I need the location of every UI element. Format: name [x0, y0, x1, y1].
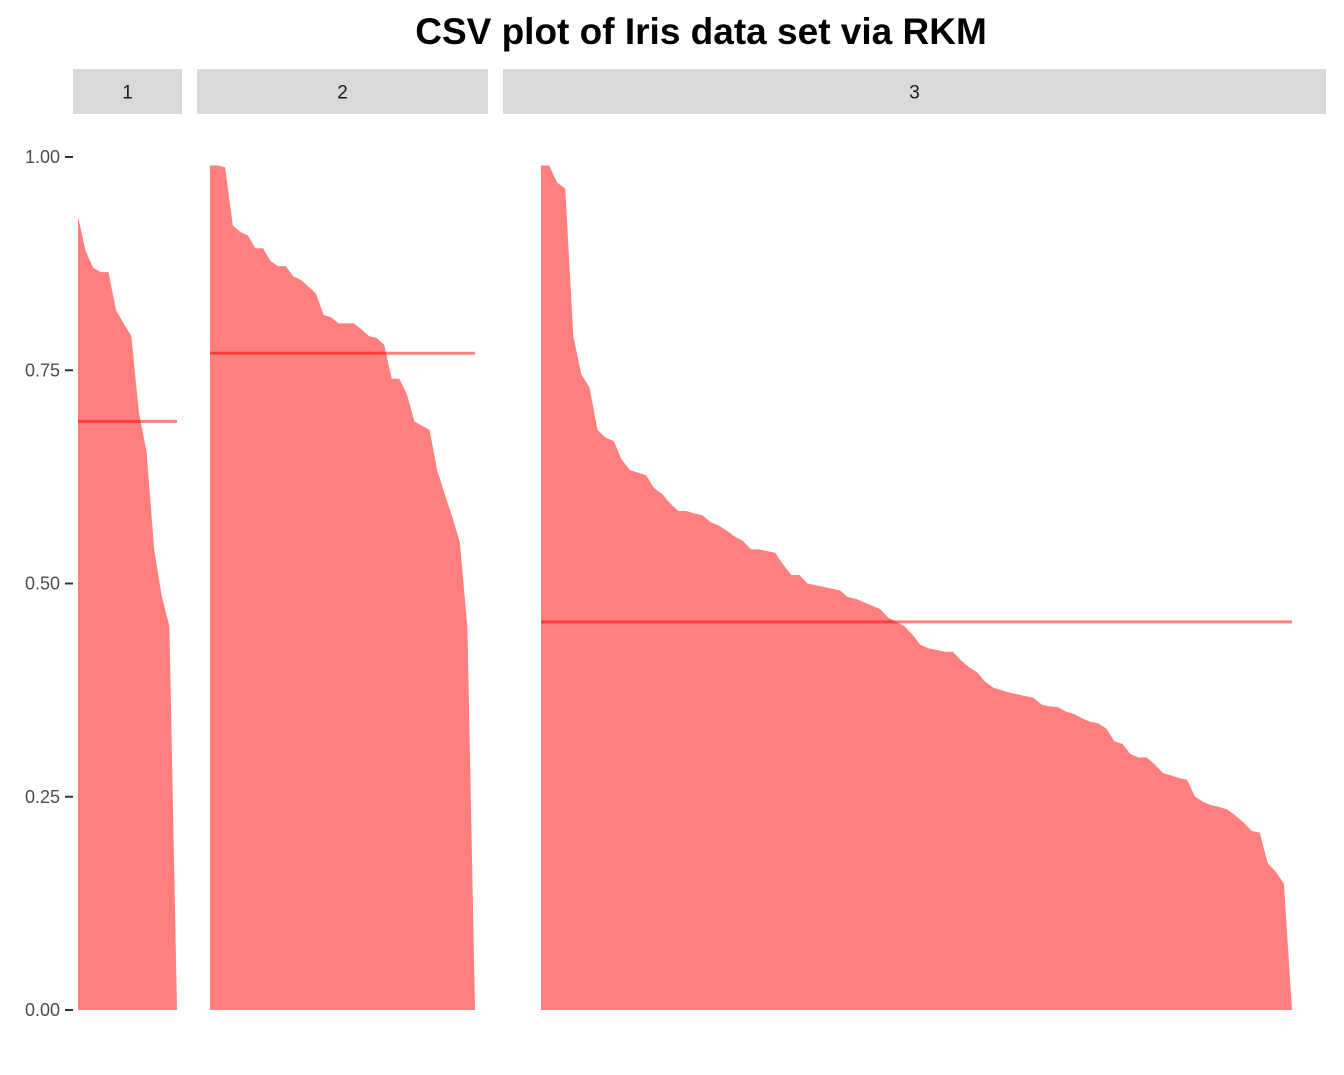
y-tick-label: 0.50 — [25, 574, 60, 594]
y-tick-label: 0.75 — [25, 360, 60, 380]
silhouette-area — [541, 165, 1292, 1010]
facet-strip-label: 1 — [122, 83, 133, 104]
facet-panels: 1 2 3 — [73, 69, 1326, 1010]
silhouette-area — [78, 216, 177, 1010]
facet-panel-2: 2 — [197, 69, 488, 1010]
chart-title: CSV plot of Iris data set via RKM — [415, 11, 987, 52]
facet-strip — [503, 69, 1326, 114]
facet-strip — [197, 69, 488, 114]
y-tick-label: 0.25 — [25, 787, 60, 807]
facet-panel-3: 3 — [503, 69, 1326, 1010]
facet-strip-label: 3 — [909, 83, 920, 104]
y-tick-label: 0.00 — [25, 1000, 60, 1020]
y-axis: 0.00 0.25 0.50 0.75 1.00 — [25, 147, 73, 1020]
facet-strip-label: 2 — [337, 83, 348, 104]
y-tick-label: 1.00 — [25, 147, 60, 167]
facet-strip — [73, 69, 182, 114]
silhouette-area — [210, 165, 475, 1010]
facet-panel-1: 1 — [73, 69, 182, 1010]
